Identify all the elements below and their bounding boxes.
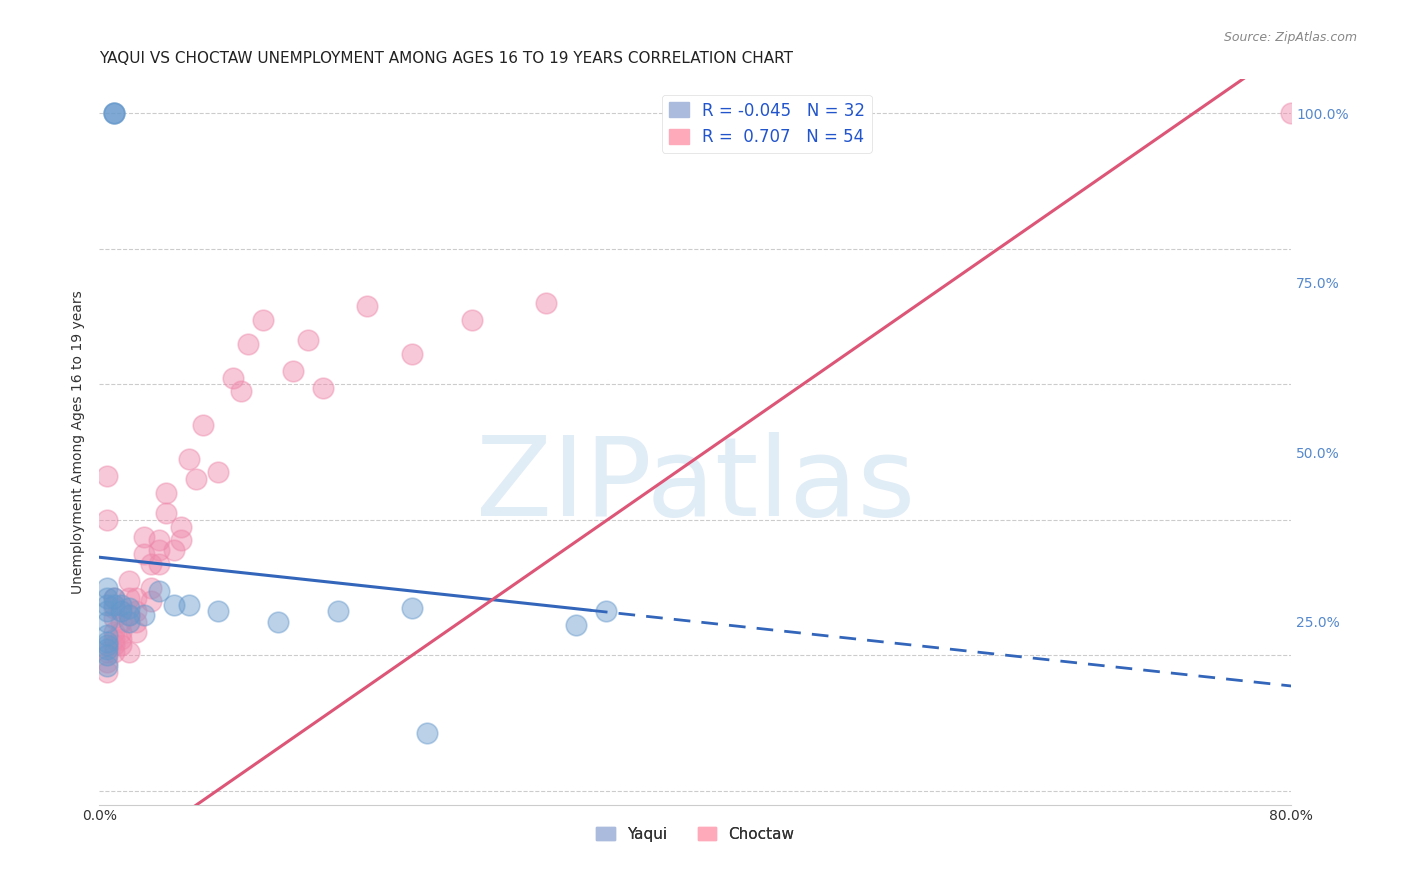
Point [103,632,125,646]
Y-axis label: Unemployment Among Ages 16 to 19 years: Unemployment Among Ages 16 to 19 years [72,290,86,594]
Point [103,638,125,652]
Point [229,384,252,399]
Point [96,638,118,652]
Legend: Yaqui, Choctaw: Yaqui, Choctaw [591,821,800,847]
Text: Source: ZipAtlas.com: Source: ZipAtlas.com [1223,31,1357,45]
Point [118,601,141,615]
Point [103,601,125,615]
Point [132,607,155,622]
Point [103,591,125,605]
Point [96,604,118,618]
Point [103,598,125,612]
Text: YAQUI VS CHOCTAW UNEMPLOYMENT AMONG AGES 16 TO 19 YEARS CORRELATION CHART: YAQUI VS CHOCTAW UNEMPLOYMENT AMONG AGES… [100,51,793,66]
Point [252,313,274,327]
Point [163,543,186,558]
Point [96,658,118,673]
Point [125,624,148,639]
Point [170,519,193,533]
Point [96,513,118,527]
Point [163,598,186,612]
Point [96,641,118,656]
Point [356,300,378,314]
Point [193,417,215,432]
Point [96,468,118,483]
Point [207,466,229,480]
Point [148,584,170,599]
Point [118,615,141,629]
Point [311,381,333,395]
Point [281,364,304,378]
Point [110,598,132,612]
Point [96,598,118,612]
Point [125,591,148,605]
Point [416,726,439,740]
Point [148,543,170,558]
Point [96,591,118,605]
Point [96,648,118,663]
Point [110,638,132,652]
Point [184,472,207,486]
Point [96,635,118,649]
Point [103,106,125,120]
Point [118,574,141,588]
Point [595,604,617,618]
Point [96,645,118,659]
Text: ZIPatlas: ZIPatlas [475,432,915,539]
Point [125,604,148,618]
Point [132,530,155,544]
Point [222,370,245,384]
Point [155,485,177,500]
Point [565,618,588,632]
Point [297,334,319,348]
Point [401,601,423,615]
Point [1279,106,1302,120]
Point [170,533,193,548]
Point [326,604,349,618]
Point [96,665,118,680]
Point [460,313,482,327]
Point [401,347,423,361]
Point [118,607,141,622]
Point [236,336,259,351]
Point [177,598,200,612]
Point [103,106,125,120]
Point [207,604,229,618]
Point [141,581,163,595]
Point [110,615,132,629]
Point [141,594,163,608]
Point [103,106,125,120]
Point [96,628,118,642]
Point [103,645,125,659]
Point [110,632,132,646]
Point [118,645,141,659]
Point [155,506,177,520]
Point [103,591,125,605]
Point [267,615,290,629]
Point [148,557,170,571]
Point [110,604,132,618]
Point [96,615,118,629]
Point [132,547,155,561]
Point [110,604,132,618]
Point [103,611,125,625]
Point [141,557,163,571]
Point [96,581,118,595]
Point [148,533,170,548]
Point [125,615,148,629]
Point [177,451,200,466]
Point [534,296,557,310]
Point [110,624,132,639]
Point [118,591,141,605]
Point [96,655,118,669]
Point [118,607,141,622]
Point [103,624,125,639]
